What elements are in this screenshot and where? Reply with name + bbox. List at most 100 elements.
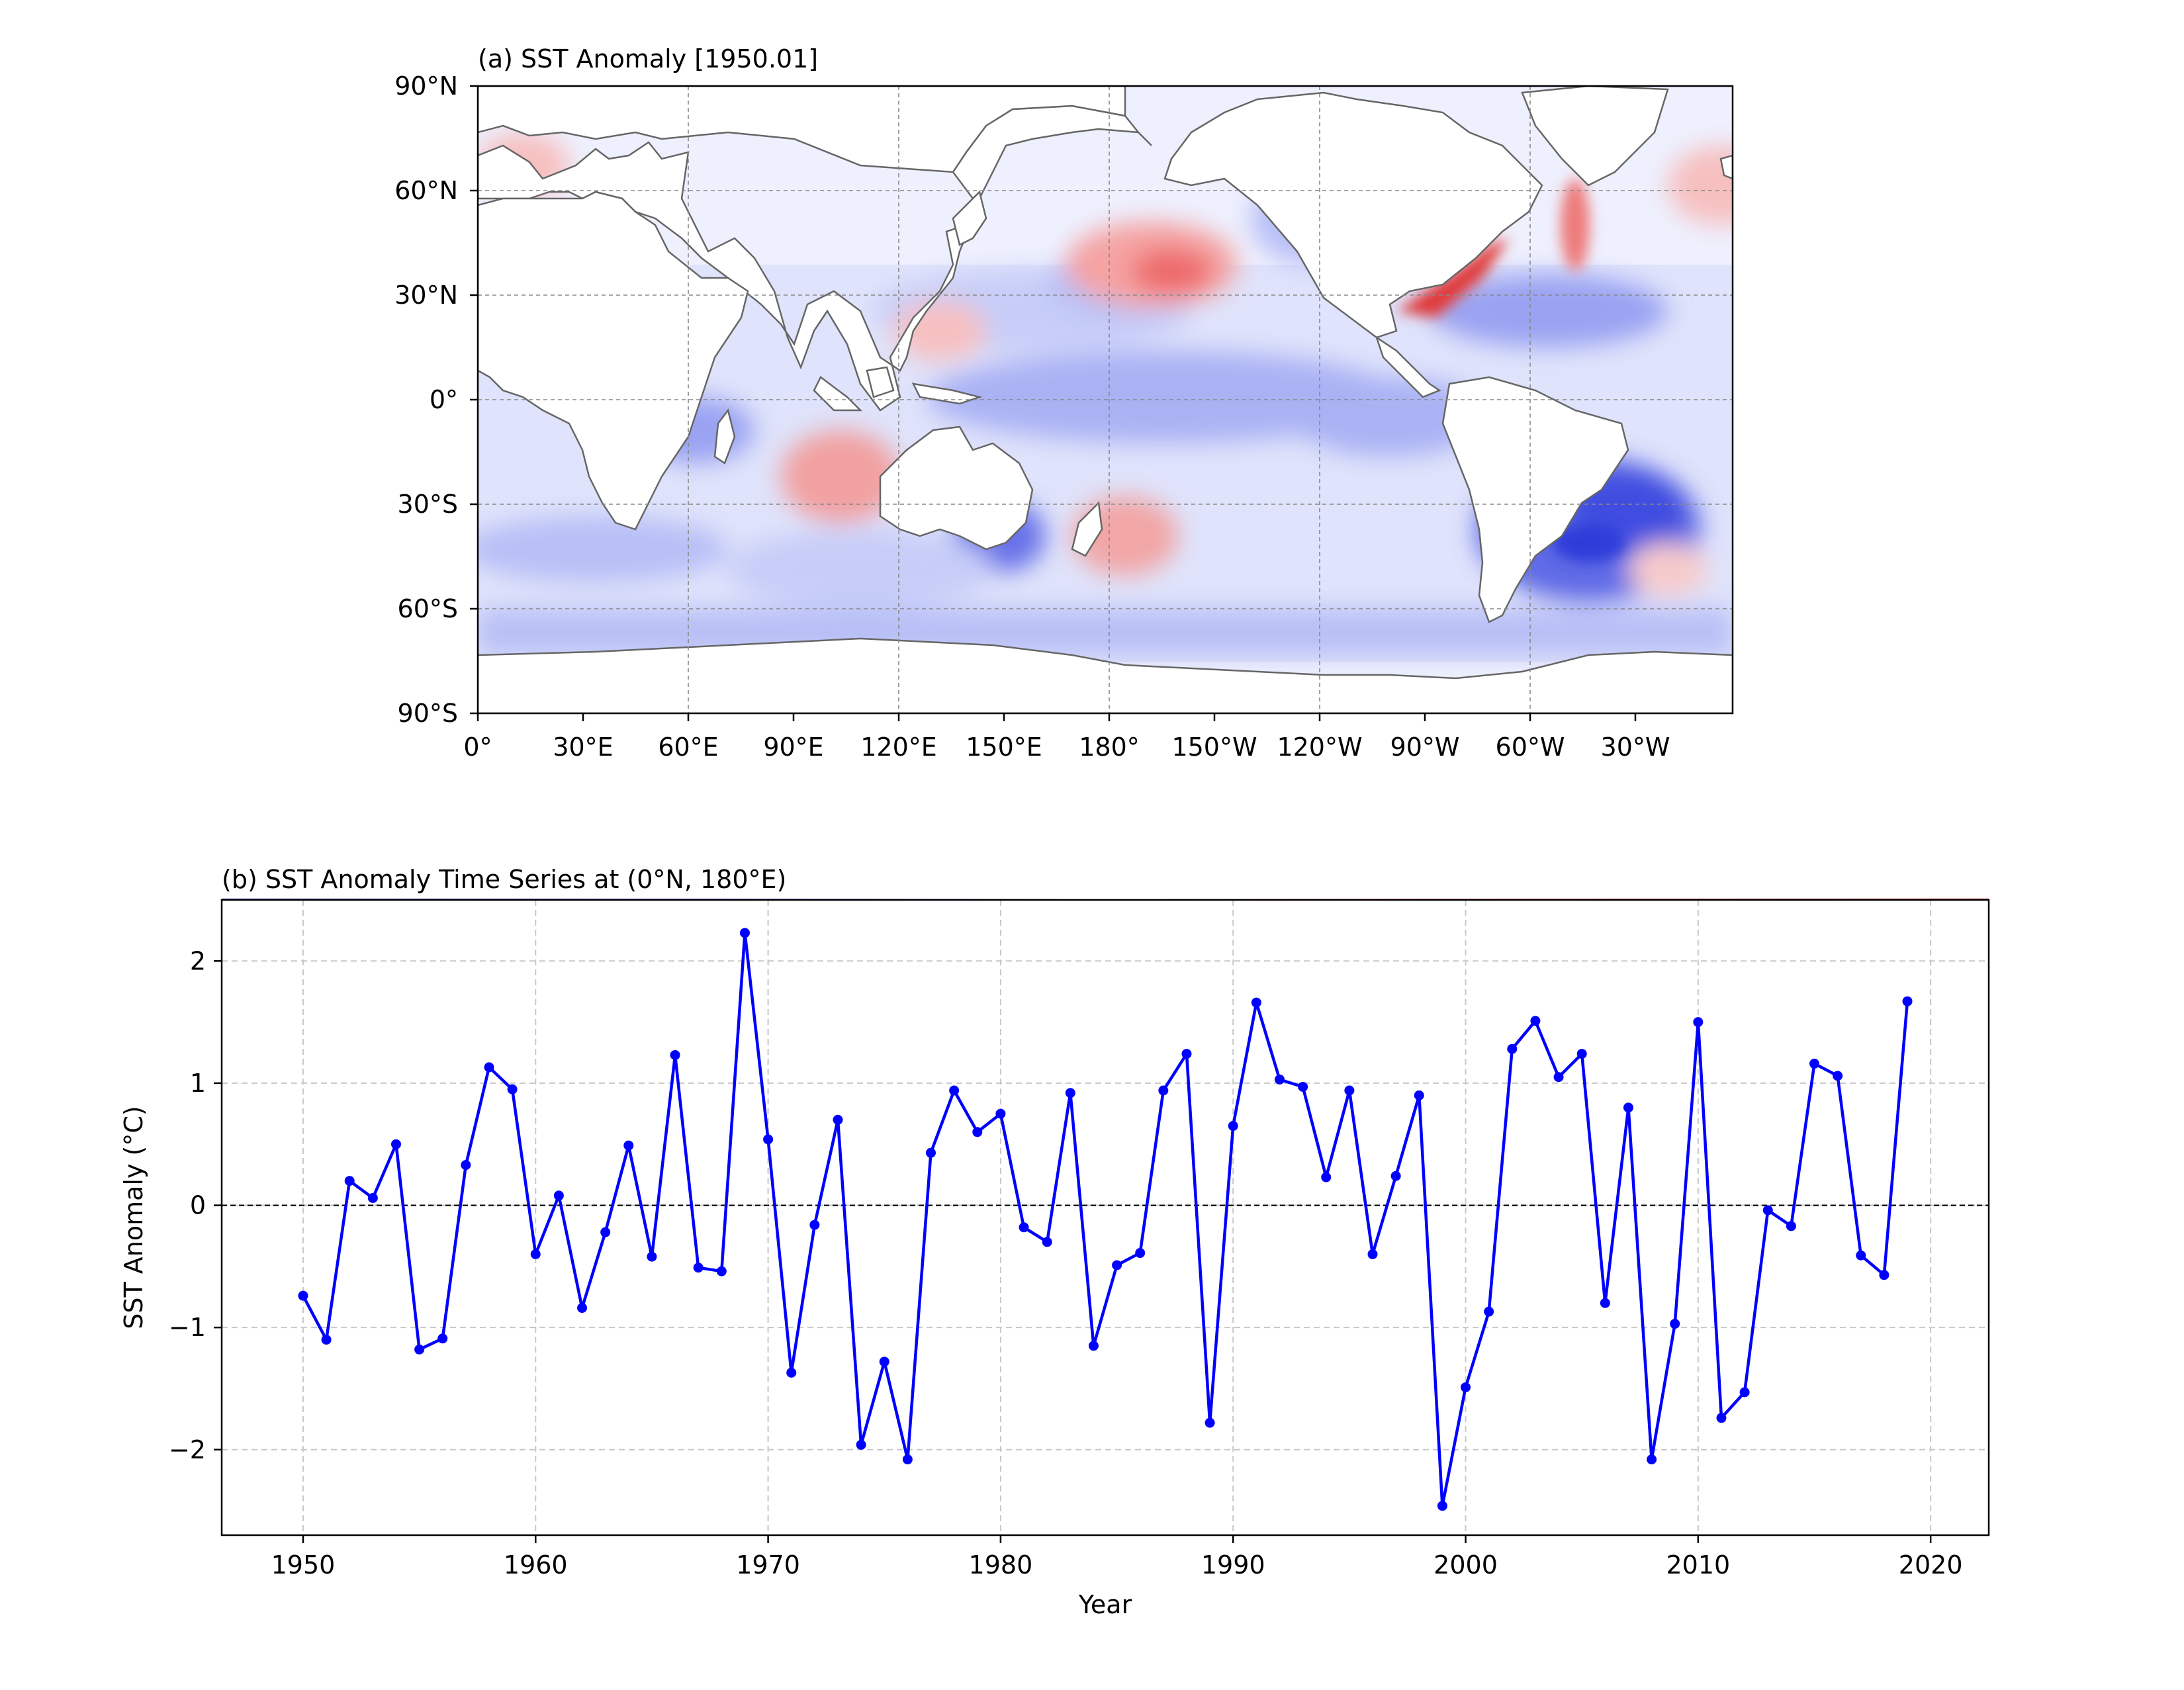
lat-tick-label: 30°S [398,490,458,519]
data-point [1716,1413,1727,1423]
y-axis-label: SST Anomaly (°C) [119,1106,148,1329]
data-point [507,1084,518,1094]
lon-tick-label: 90°W [1390,733,1460,762]
x-tick-label: 1950 [271,1550,336,1579]
timeseries-panel: (b) SST Anomaly Time Series at (0°N, 180… [119,865,1990,1619]
lon-tick-label: 150°E [966,733,1042,762]
x-tick-label: 1960 [504,1550,568,1579]
data-point [600,1227,611,1237]
data-point [1762,1205,1773,1216]
data-point [1158,1085,1169,1096]
data-point [739,928,750,938]
x-axis-label: Year [1078,1590,1132,1619]
data-point [1670,1319,1680,1329]
lon-tick-label: 30°E [553,733,613,762]
map-lon-labels: 0° 30°E 60°E 90°E 120°E 150°E 180° 150°W… [463,733,1670,762]
data-point [1274,1074,1285,1085]
data-point [1042,1237,1052,1247]
data-point [1879,1270,1889,1280]
data-point [1344,1085,1355,1096]
data-point [1135,1248,1146,1259]
data-point [1902,996,1913,1006]
data-point [437,1333,448,1344]
y-tick-label: 1 [190,1069,206,1098]
x-tick-label: 1990 [1201,1550,1265,1579]
plot-frame [220,899,1990,1536]
x-axis: 1950 1960 1970 1980 1990 2000 2010 2020 [271,1535,1963,1579]
map-panel: (a) SST Anomaly [1950.01] [394,44,1734,762]
y-tick-label: −2 [169,1435,206,1464]
data-point [1112,1260,1122,1270]
data-point [1484,1306,1494,1317]
x-tick-label: 2010 [1666,1550,1730,1579]
map-lat-labels: 90°N 60°N 30°N 0° 30°S 60°S 90°S [394,71,458,728]
x-tick-label: 2000 [1433,1550,1498,1579]
data-point [1809,1058,1820,1069]
data-point [1739,1387,1750,1398]
data-point [693,1263,704,1273]
lon-tick-label: 180° [1079,733,1140,762]
sst-field [478,86,1733,713]
data-point [1321,1172,1332,1182]
data-point [833,1114,843,1125]
data-point [1507,1044,1518,1054]
series-line [302,931,1909,1507]
data-point [1833,1071,1843,1081]
lon-tick-label: 150°W [1171,733,1257,762]
data-point [1414,1090,1424,1100]
data-point [623,1140,634,1151]
map-gridlines [478,86,1733,713]
lat-tick-label: 0° [430,385,458,414]
data-point [856,1439,866,1450]
data-point [949,1085,960,1096]
data-point [926,1147,936,1158]
plot-background [222,900,1989,1535]
lat-tick-label: 90°N [394,71,458,101]
data-point [484,1062,494,1073]
lon-tick-label: 120°W [1277,733,1362,762]
data-point [530,1249,541,1259]
data-point [647,1251,657,1262]
data-point [1088,1341,1099,1351]
data-point [1530,1016,1541,1026]
data-point [1390,1171,1401,1181]
land [478,86,1733,713]
data-point [577,1303,588,1313]
data-point [1647,1454,1657,1465]
data-point [809,1220,820,1230]
data-point [763,1134,774,1145]
data-point [1181,1049,1192,1059]
data-point [972,1127,983,1137]
data-point [298,1290,308,1301]
lon-tick-label: 120°E [860,733,937,762]
data-point [786,1367,797,1378]
y-tick-label: 0 [190,1191,206,1220]
data-point [1251,997,1261,1008]
data-point [1693,1017,1704,1028]
data-point [1623,1102,1633,1113]
lat-tick-label: 60°N [394,176,458,205]
lon-tick-label: 90°E [763,733,823,762]
timeseries-title: (b) SST Anomaly Time Series at (0°N, 180… [222,865,786,894]
lon-tick-label: 60°W [1496,733,1565,762]
data-point [367,1192,378,1203]
data-point [1553,1072,1564,1083]
data-point [321,1335,332,1345]
x-tick-label: 1970 [736,1550,800,1579]
data-point [995,1108,1006,1119]
data-point [390,1139,401,1149]
data-point [1461,1382,1471,1393]
data-point [344,1176,355,1186]
lon-tick-label: 0° [463,733,492,762]
map-title: (a) SST Anomaly [1950.01] [478,44,818,73]
data-point [1298,1081,1308,1092]
data-point [716,1266,727,1276]
x-tick-label: 1980 [969,1550,1033,1579]
lon-tick-label: 30°W [1601,733,1670,762]
data-point [1786,1221,1796,1231]
data-point [1019,1222,1029,1233]
data-point [1228,1121,1238,1132]
x-tick-label: 2020 [1899,1550,1963,1579]
data-point [1576,1049,1587,1059]
data-point [1856,1250,1866,1261]
